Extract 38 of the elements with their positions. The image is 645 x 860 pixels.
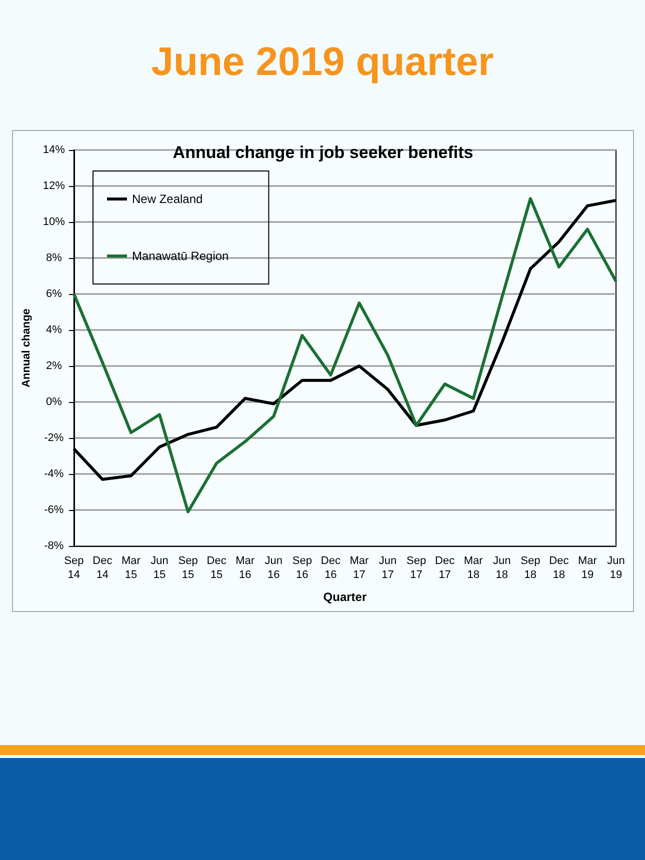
y-tick-label: 10%	[42, 216, 66, 228]
x-axis-title: Quarter	[323, 590, 367, 604]
x-tick-label: Dec 18	[549, 555, 570, 581]
chart-subtitle: Annual change in job seeker benefits	[172, 143, 474, 162]
x-tick-label: Mar 16	[236, 555, 255, 581]
x-tick-label: Mar 15	[121, 555, 141, 581]
y-tick-label: -4%	[44, 468, 64, 480]
y-axis-title: Annual change	[20, 308, 32, 388]
y-tick-label: -8%	[44, 540, 64, 552]
x-tick-label: Jun 18	[493, 555, 511, 581]
y-tick-label: -6%	[44, 504, 64, 516]
x-tick-label: Jun 15	[150, 555, 168, 581]
x-tick-label: Dec 16	[320, 555, 341, 581]
x-tick-label: Mar 18	[464, 555, 484, 581]
x-tick-label: Mar 17	[350, 555, 370, 581]
x-tick-label: Jun 17	[378, 555, 397, 581]
y-tick-label: 8%	[46, 252, 62, 264]
y-tick-label: 2%	[46, 360, 62, 372]
x-tick-label: Dec 14	[92, 555, 113, 581]
legend-label: Manawatū Region	[132, 249, 229, 263]
legend-label: New Zealand	[132, 192, 203, 206]
y-tick-label: 0%	[46, 396, 62, 408]
x-tick-label: Sep 15	[178, 555, 198, 581]
x-tick-label: Mar 19	[578, 555, 598, 581]
x-tick-label: Sep 18	[520, 555, 540, 581]
x-tick-label: Jun 16	[264, 555, 282, 581]
x-tick-label: Sep 16	[292, 555, 312, 581]
x-tick-label: Dec 17	[435, 555, 456, 581]
x-tick-label: Dec 15	[206, 555, 227, 581]
chart-title: June 2019 quarter	[150, 40, 495, 85]
x-tick-label: Sep 14	[64, 555, 84, 581]
y-tick-label: 4%	[46, 324, 62, 336]
y-tick-label: 14%	[42, 144, 66, 156]
x-tick-label: Sep 17	[406, 555, 426, 581]
y-tick-label: -2%	[44, 432, 64, 444]
y-tick-label: 6%	[46, 288, 62, 300]
y-tick-label: 12%	[42, 180, 66, 192]
x-tick-label: Jun 19	[607, 555, 625, 581]
